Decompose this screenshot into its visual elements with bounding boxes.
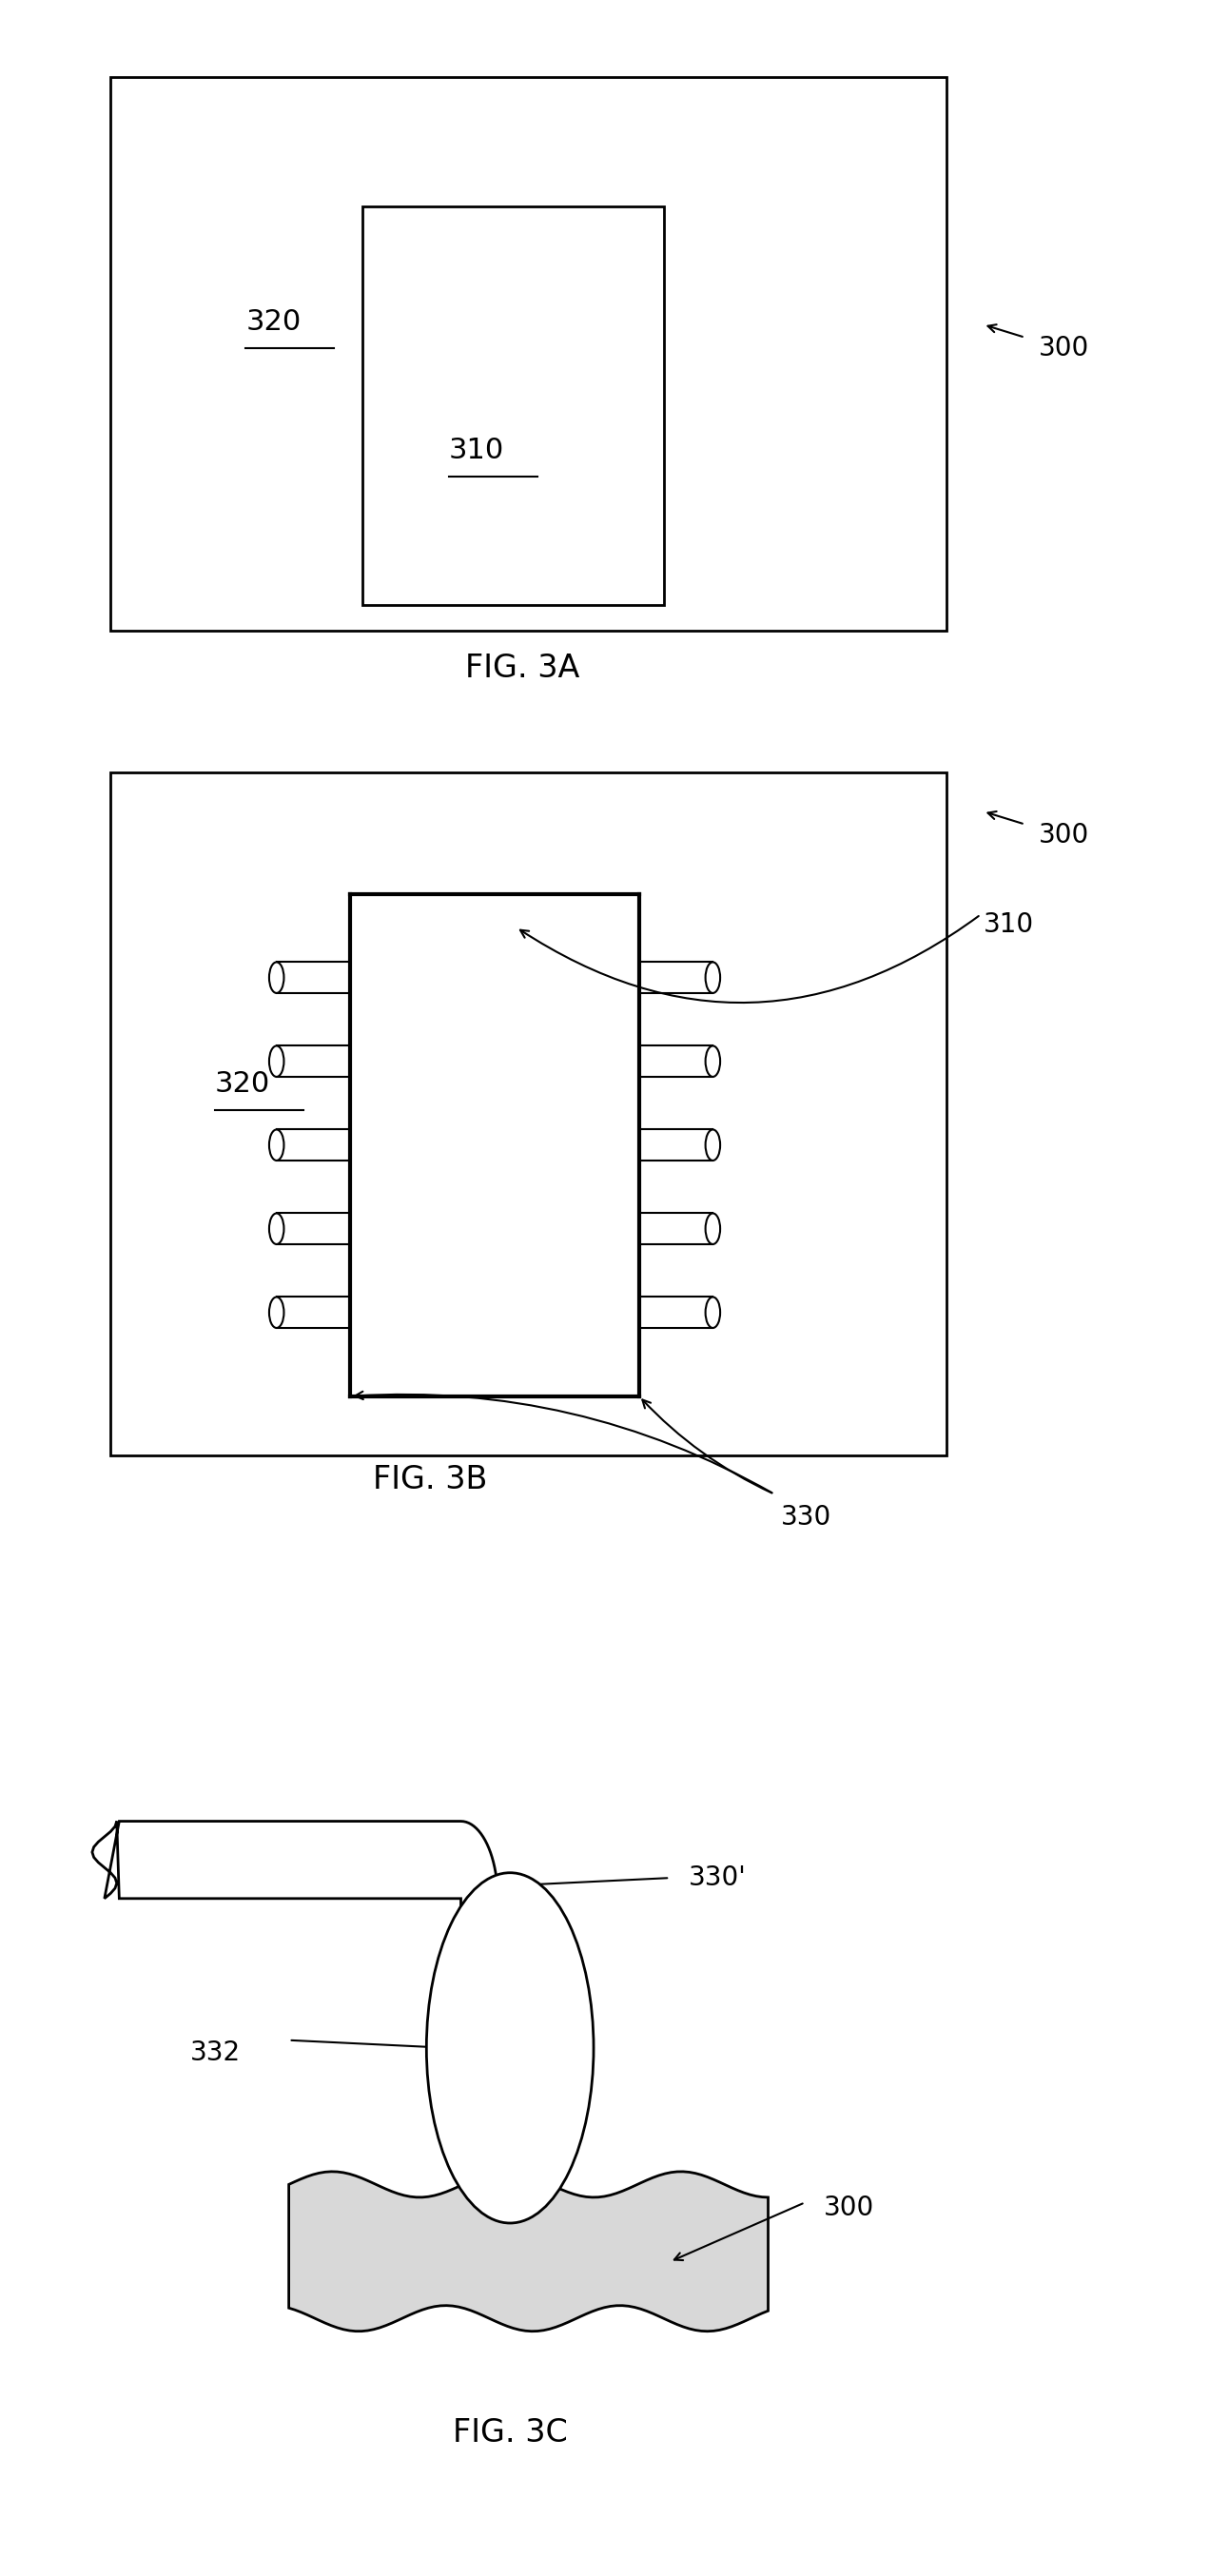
Circle shape: [269, 1128, 284, 1159]
Circle shape: [269, 1213, 284, 1244]
Circle shape: [269, 961, 284, 992]
Text: 330: 330: [780, 1504, 831, 1530]
Bar: [111, 773, 946, 1455]
Polygon shape: [92, 1821, 498, 1924]
Text: 332: 332: [190, 2040, 241, 2066]
Bar: [363, 206, 664, 605]
Circle shape: [426, 1873, 594, 2223]
Text: 330': 330': [688, 1865, 746, 1891]
Text: 300: 300: [1039, 335, 1089, 361]
Circle shape: [705, 1128, 720, 1159]
Circle shape: [705, 1213, 720, 1244]
Text: FIG. 3C: FIG. 3C: [452, 2416, 568, 2450]
Circle shape: [705, 1296, 720, 1329]
Text: 320: 320: [246, 309, 301, 335]
Circle shape: [269, 1296, 284, 1329]
Text: 320: 320: [215, 1072, 270, 1097]
Circle shape: [705, 961, 720, 992]
Text: FIG. 3A: FIG. 3A: [465, 652, 580, 685]
Bar: [111, 77, 946, 631]
Text: 310: 310: [449, 438, 504, 464]
Text: 310: 310: [983, 912, 1034, 938]
Text: FIG. 3B: FIG. 3B: [372, 1463, 488, 1497]
Circle shape: [705, 1046, 720, 1077]
Circle shape: [269, 1046, 284, 1077]
Text: 300: 300: [823, 2195, 874, 2221]
Text: 300: 300: [1039, 822, 1089, 848]
PathPatch shape: [289, 2172, 768, 2331]
